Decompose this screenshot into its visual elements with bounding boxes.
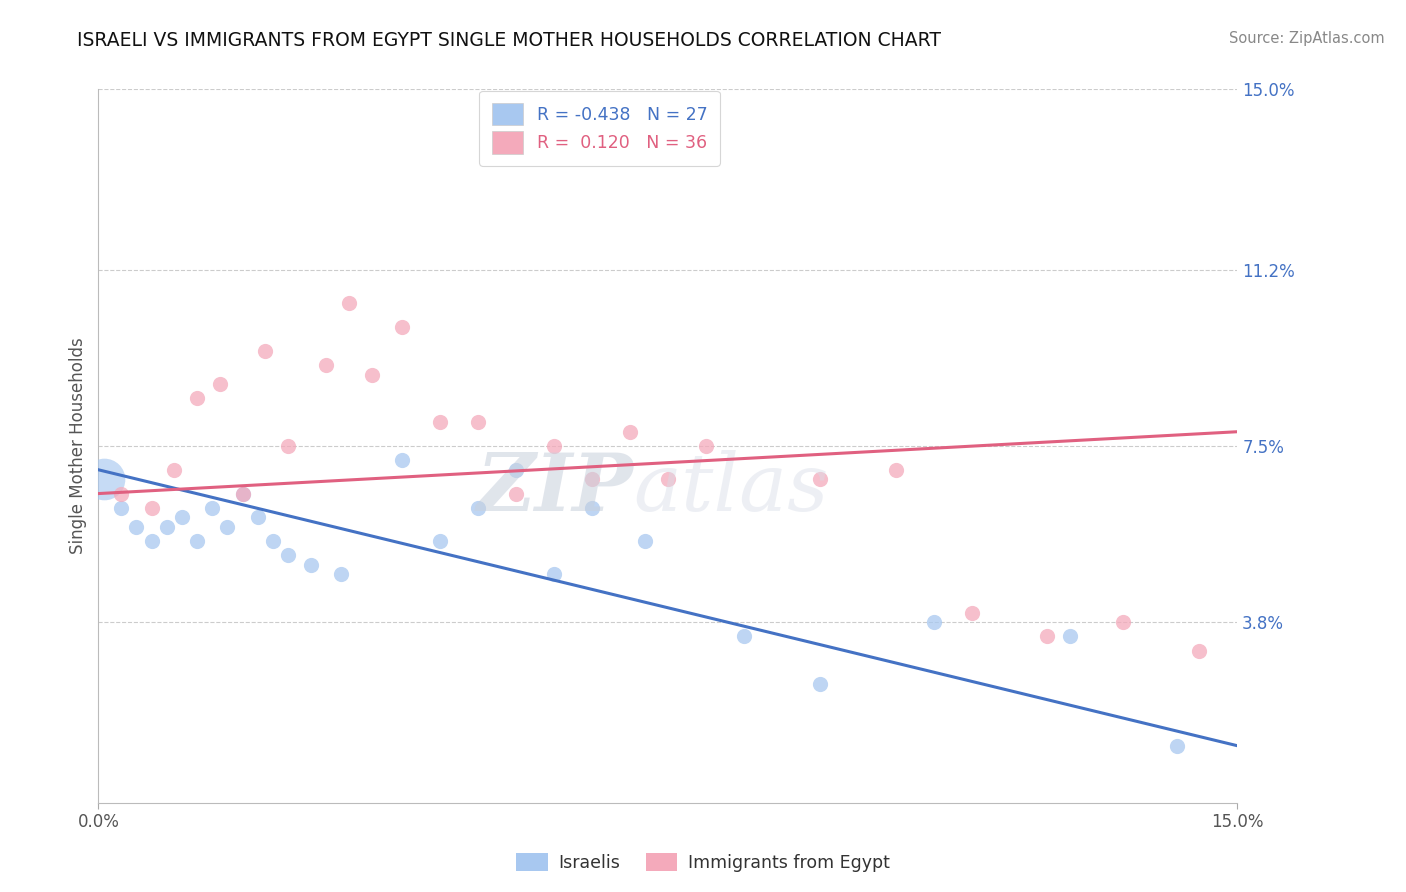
Point <box>170 510 193 524</box>
Point <box>125 520 148 534</box>
Point <box>808 472 831 486</box>
Point <box>208 377 231 392</box>
Point <box>360 368 382 382</box>
Point <box>581 472 603 486</box>
Point <box>1112 615 1135 629</box>
Point <box>543 439 565 453</box>
Point <box>960 606 983 620</box>
Point <box>337 296 360 310</box>
Point <box>201 500 224 515</box>
Point <box>429 534 451 549</box>
Point <box>884 463 907 477</box>
Point <box>1166 739 1188 753</box>
Legend: Israelis, Immigrants from Egypt: Israelis, Immigrants from Egypt <box>509 847 897 879</box>
Point <box>1188 643 1211 657</box>
Point <box>922 615 945 629</box>
Point <box>254 343 277 358</box>
Point <box>186 534 208 549</box>
Point <box>505 486 527 500</box>
Text: ISRAELI VS IMMIGRANTS FROM EGYPT SINGLE MOTHER HOUSEHOLDS CORRELATION CHART: ISRAELI VS IMMIGRANTS FROM EGYPT SINGLE … <box>77 31 942 50</box>
Y-axis label: Single Mother Households: Single Mother Households <box>69 338 87 554</box>
Point <box>299 558 322 572</box>
Text: ZIP: ZIP <box>477 450 634 527</box>
Point <box>1059 629 1081 643</box>
Point <box>232 486 254 500</box>
Point <box>733 629 755 643</box>
Point <box>141 500 163 515</box>
Point <box>163 463 186 477</box>
Point <box>277 549 299 563</box>
Point <box>262 534 284 549</box>
Legend: R = -0.438   N = 27, R =  0.120   N = 36: R = -0.438 N = 27, R = 0.120 N = 36 <box>479 91 720 166</box>
Point <box>467 500 489 515</box>
Point <box>467 415 489 429</box>
Text: Source: ZipAtlas.com: Source: ZipAtlas.com <box>1229 31 1385 46</box>
Point <box>634 534 657 549</box>
Point <box>246 510 269 524</box>
Point <box>429 415 451 429</box>
Point <box>695 439 717 453</box>
Point <box>391 320 413 334</box>
Text: atlas: atlas <box>634 450 830 527</box>
Point <box>657 472 679 486</box>
Point <box>315 358 337 372</box>
Point <box>330 567 353 582</box>
Point <box>391 453 413 467</box>
Point <box>217 520 239 534</box>
Point <box>110 486 132 500</box>
Point <box>543 567 565 582</box>
Point <box>110 500 132 515</box>
Point <box>93 472 115 486</box>
Point <box>1036 629 1059 643</box>
Point <box>619 425 641 439</box>
Point <box>581 500 603 515</box>
Point <box>232 486 254 500</box>
Point <box>277 439 299 453</box>
Point <box>505 463 527 477</box>
Point <box>141 534 163 549</box>
Point <box>808 677 831 691</box>
Point <box>186 392 208 406</box>
Point <box>156 520 179 534</box>
